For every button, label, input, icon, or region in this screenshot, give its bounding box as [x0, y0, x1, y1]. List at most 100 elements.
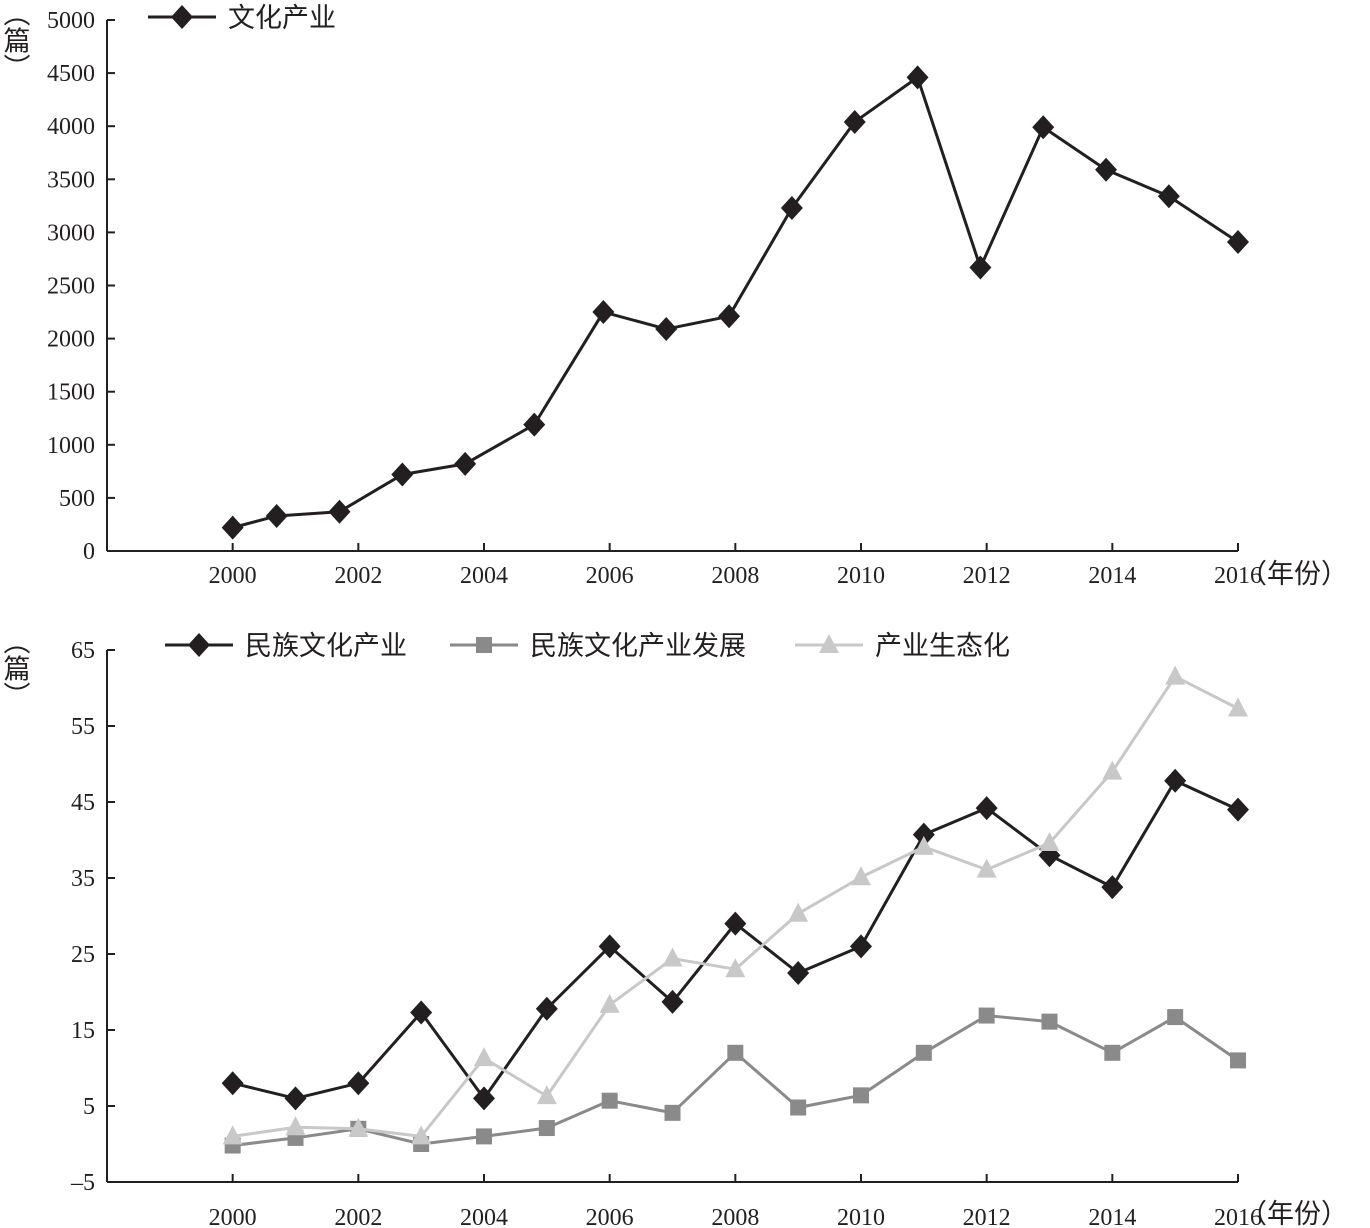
data-point — [655, 317, 678, 342]
chart-bottom-axes: –5 5 15 25 35 45 55 65 2000 2002 2004 2006 2008 2010 2… — [70, 638, 1262, 1228]
data-point — [913, 835, 934, 855]
data-point — [476, 1128, 492, 1145]
data-point — [976, 858, 997, 878]
data-point — [915, 1044, 932, 1061]
x-tick-label: 2006 — [586, 563, 634, 589]
series-line — [232, 1014, 1239, 1148]
y-tick-label: 2500 — [47, 274, 95, 300]
x-tick-label: 2004 — [460, 563, 508, 589]
data-point — [790, 1099, 807, 1116]
chart-top: 0 500 1000 1500 2000 2500 3000 3500 4000 4500 5000… — [0, 0, 1348, 590]
y-tick-label: 4000 — [47, 114, 95, 140]
data-point — [1102, 760, 1123, 780]
data-point — [348, 1117, 369, 1137]
data-point — [1167, 1009, 1184, 1026]
data-point — [725, 958, 746, 978]
data-point — [1165, 665, 1186, 685]
data-point — [906, 65, 929, 90]
data-point — [454, 451, 477, 476]
legend-label: 民族文化产业 — [245, 631, 407, 662]
x-tick-label: 2004 — [460, 1205, 508, 1228]
legend-item: 产业生态化 — [795, 631, 1010, 662]
y-tick-label: 1500 — [47, 380, 95, 406]
data-point — [1164, 768, 1187, 793]
data-point — [538, 1120, 555, 1137]
data-point — [523, 412, 546, 437]
y-tick-label: 3000 — [47, 220, 95, 246]
series-1 — [221, 768, 1249, 1111]
data-point — [1230, 1052, 1246, 1069]
x-tick-label: 2000 — [209, 1205, 257, 1228]
data-point — [474, 1047, 494, 1067]
x-tick-label: 2014 — [1088, 1205, 1136, 1228]
y-tick-label: 65 — [71, 638, 95, 664]
data-point — [853, 1087, 869, 1104]
x-tick-label: 2002 — [334, 1205, 382, 1228]
x-tick-label: 2008 — [711, 1205, 759, 1228]
y-tick-label: 2000 — [47, 327, 95, 353]
legend-label: 民族文化产业发展 — [530, 631, 746, 662]
data-point — [975, 796, 998, 821]
chart-bottom-x-axis-label: （年份） — [1240, 1199, 1348, 1228]
data-point — [411, 1125, 432, 1145]
y-tick-label: 25 — [71, 942, 95, 968]
series-3 — [222, 665, 1248, 1145]
chart-bottom-series — [221, 665, 1249, 1154]
y-tick-label: 4500 — [47, 61, 95, 87]
data-point — [1104, 1044, 1121, 1061]
data-point — [410, 1000, 433, 1025]
data-point — [788, 902, 809, 922]
data-point — [850, 934, 872, 959]
chart-bottom-y-axis-label: （篇） — [0, 628, 30, 709]
chart-top-legend: 文化产业 — [148, 3, 336, 34]
series-line — [232, 75, 1239, 530]
data-point — [1032, 115, 1055, 140]
x-tick-label: 2010 — [837, 1205, 885, 1228]
x-tick-label: 2010 — [837, 563, 885, 589]
data-point — [265, 503, 288, 528]
data-point — [347, 1071, 370, 1096]
y-tick-label: 55 — [71, 714, 95, 740]
chart-top-axes: 0 500 1000 1500 2000 2500 3000 3500 4000 4500 5000… — [47, 8, 1262, 589]
data-point — [978, 1007, 995, 1024]
data-point — [221, 515, 244, 540]
data-point — [664, 1104, 681, 1121]
y-tick-label: 5 — [83, 1094, 95, 1120]
y-tick-label: 5000 — [47, 8, 95, 34]
data-point — [599, 993, 620, 1013]
data-point — [1095, 157, 1118, 182]
data-point — [601, 1092, 618, 1109]
data-point — [473, 1086, 495, 1111]
chart-bottom-legend: 民族文化产业 民族文化产业发展 产业生态化 — [165, 631, 1010, 662]
y-tick-label: 45 — [71, 790, 95, 816]
y-tick-label: –5 — [70, 1170, 95, 1196]
y-tick-label: 15 — [71, 1018, 95, 1044]
chart-bottom: –5 5 15 25 35 45 55 65 2000 2002 2004 2006 2008 2010 2… — [0, 628, 1348, 1228]
x-tick-label: 2014 — [1088, 563, 1136, 589]
data-point — [1157, 184, 1180, 209]
legend-item: 文化产业 — [148, 3, 336, 34]
data-point — [598, 934, 621, 959]
x-tick-label: 2002 — [334, 563, 382, 589]
legend-marker — [171, 5, 193, 29]
legend-label: 产业生态化 — [875, 631, 1010, 662]
data-point — [328, 499, 351, 524]
series-2 — [224, 1007, 1246, 1154]
data-point — [592, 300, 615, 325]
x-tick-label: 2012 — [963, 1205, 1011, 1228]
data-point — [912, 822, 935, 847]
data-point — [284, 1086, 307, 1111]
series-line — [232, 675, 1239, 1138]
legend-item: 民族文化产业发展 — [450, 631, 746, 662]
data-point — [1041, 1013, 1058, 1030]
x-tick-label: 2012 — [963, 563, 1011, 589]
data-point — [969, 255, 992, 280]
data-point — [1227, 797, 1249, 822]
x-tick-label: 2006 — [586, 1205, 634, 1228]
data-point — [391, 462, 414, 487]
data-point — [222, 1125, 243, 1145]
data-point — [718, 304, 741, 329]
data-point — [285, 1116, 306, 1136]
legend-label: 文化产业 — [228, 3, 336, 34]
